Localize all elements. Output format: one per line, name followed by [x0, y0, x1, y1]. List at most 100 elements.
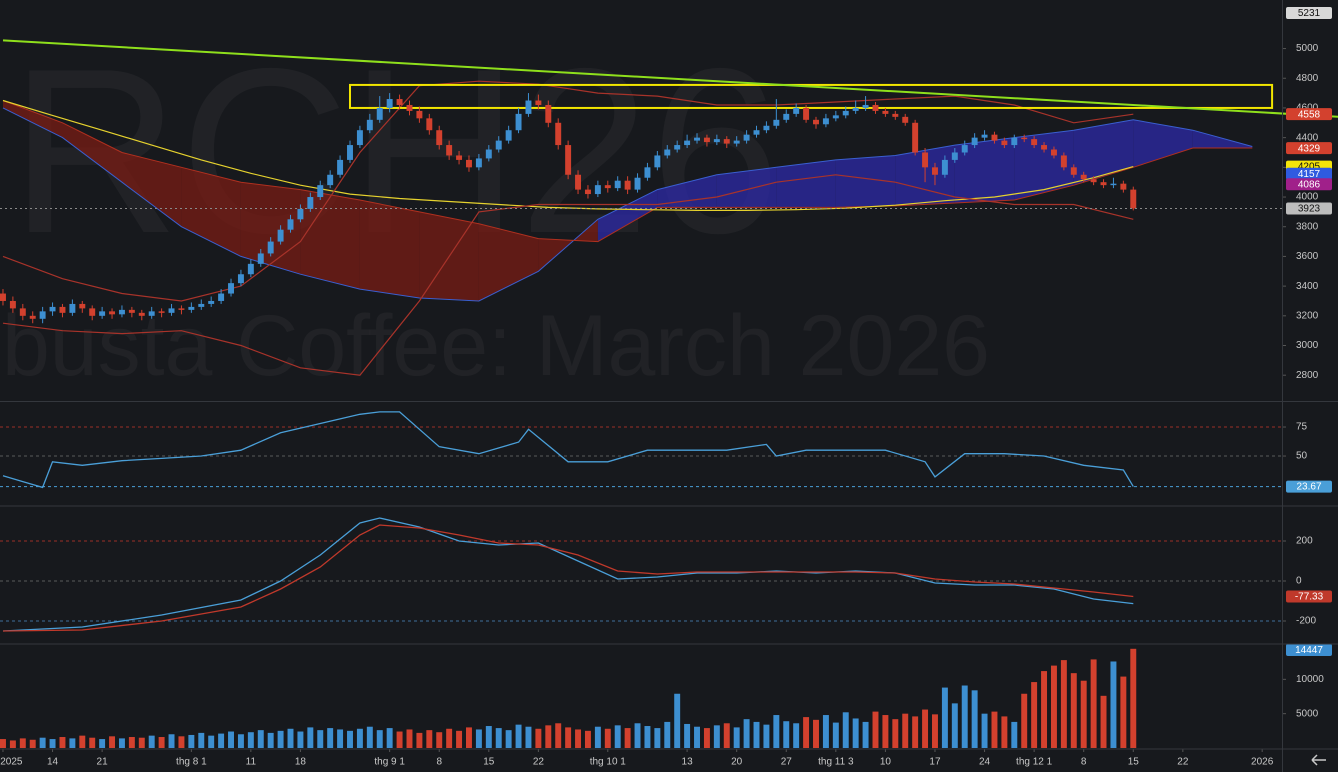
candle-body [9, 300, 16, 309]
volume-bar [1021, 693, 1028, 748]
candle-body [535, 100, 542, 105]
cloud-segment [1073, 119, 1134, 186]
y-tick-label: 3600 [1296, 251, 1319, 262]
candle-body [892, 113, 899, 117]
candle-body [941, 159, 948, 175]
volume-bar [644, 726, 651, 748]
candle-body [208, 300, 215, 304]
price-badge-label: 4086 [1298, 179, 1321, 190]
candle-body [168, 308, 175, 313]
volume-bar [168, 734, 175, 748]
volume-bar [733, 727, 740, 748]
candle-body [842, 110, 849, 116]
y-tick-label: 50 [1296, 451, 1308, 462]
candle-body [466, 159, 472, 168]
price-badge [1286, 202, 1332, 215]
candle-body [664, 149, 671, 156]
candle-body [0, 293, 6, 301]
volume-bar [466, 727, 472, 748]
price-badge-label: 4558 [1298, 109, 1321, 120]
scroll-back-button[interactable] [1311, 754, 1326, 766]
volume-bar [317, 730, 324, 748]
candle-body [297, 208, 304, 220]
candle-body [1021, 137, 1028, 140]
candle-body [951, 152, 958, 160]
volume-bar [426, 730, 433, 748]
cloud-segment [181, 167, 241, 257]
candle-body [1041, 145, 1048, 150]
volume-bar [307, 727, 314, 748]
volume-bar [228, 731, 234, 748]
candle-body [69, 303, 76, 313]
y-tick-label: 10000 [1296, 674, 1324, 685]
candle-body [267, 241, 274, 254]
candle-body [565, 145, 572, 175]
y-tick-label: 4000 [1296, 192, 1319, 203]
volume-bar [624, 728, 631, 748]
candle-body [49, 306, 56, 312]
candle-body [416, 110, 423, 119]
candle-body [257, 253, 264, 264]
candle-body [753, 130, 760, 135]
candle-body [832, 115, 839, 119]
cloud-segment [478, 223, 539, 301]
volume-bar [594, 726, 601, 748]
rsi-panel [0, 411, 1282, 489]
x-tick-label: 8 [1081, 757, 1087, 768]
candle-body [793, 107, 800, 114]
y-tick-label: 2800 [1296, 370, 1319, 381]
volume-bar [614, 725, 621, 748]
cloud-segment [954, 137, 1015, 203]
volume-bar [694, 726, 700, 748]
candle-body [773, 119, 780, 126]
volume-bar [961, 685, 968, 748]
volume-bar [178, 736, 185, 748]
volume-bar [1100, 695, 1107, 748]
indicator-line [2, 411, 1134, 489]
x-tick-label: 24 [979, 757, 991, 768]
candle-body [99, 311, 106, 316]
x-tick-label: 20 [731, 757, 743, 768]
x-tick-label: 18 [295, 757, 307, 768]
volume-bar [813, 719, 819, 748]
x-tick-label: 2026 [1251, 757, 1274, 768]
candle-body [79, 303, 86, 309]
volume-bar [406, 729, 413, 748]
volume-bar [1060, 660, 1067, 748]
candle-body [396, 99, 403, 105]
price-badge-label: 14447 [1295, 645, 1323, 656]
price-badge-label: 4157 [1298, 169, 1321, 180]
volume-bar [456, 730, 463, 748]
y-tick-label: 3000 [1296, 340, 1319, 351]
candle-body [406, 104, 413, 111]
volume-bar [148, 735, 155, 748]
cloud-segment [359, 200, 420, 298]
candle-body [545, 104, 552, 123]
candle-body [614, 180, 621, 189]
price-badge [1286, 590, 1332, 603]
candle-body [386, 99, 393, 108]
candle-body [1120, 183, 1127, 190]
volume-bar [584, 730, 591, 748]
candle-body [198, 303, 205, 307]
candle-body [19, 308, 26, 316]
x-tick-label: 7 8 2025 [0, 757, 23, 768]
volume-bar [69, 738, 76, 748]
volume-bar [19, 738, 26, 748]
volume-bar [902, 713, 909, 748]
volume-bar [981, 713, 988, 748]
y-tick-label: -200 [1296, 616, 1316, 627]
x-tick-label: 15 [1128, 757, 1140, 768]
volume-bar [218, 733, 225, 748]
candle-body [981, 134, 988, 138]
candle-body [1100, 182, 1107, 186]
volume-bar [158, 737, 165, 748]
candle-body [317, 185, 324, 198]
candle-body [604, 185, 611, 189]
candle-body [118, 309, 125, 315]
volume-bar [932, 714, 938, 748]
volume-bar [1130, 648, 1137, 748]
volume-bar [634, 723, 641, 748]
volume-bar [376, 730, 383, 748]
volume-bar [505, 730, 512, 748]
